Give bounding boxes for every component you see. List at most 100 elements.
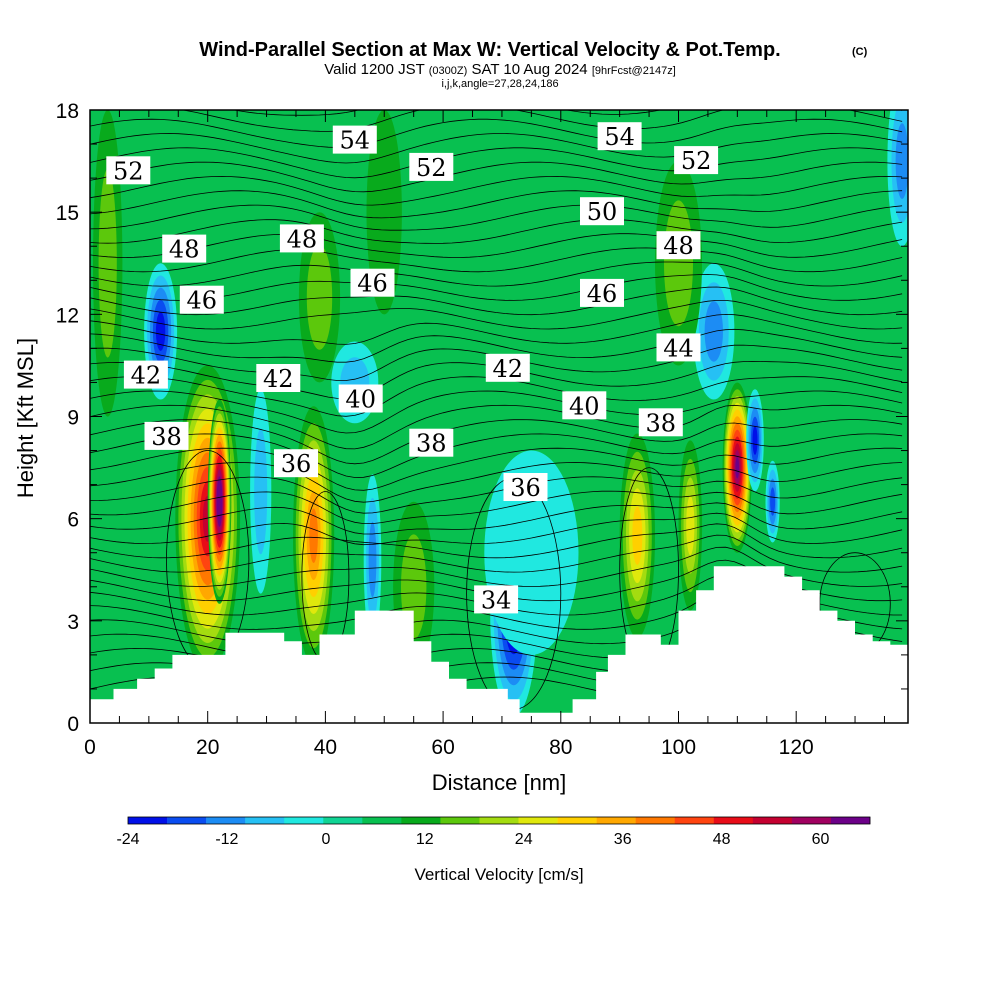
colorbar-swatch [167, 817, 207, 824]
theta-contour-line [90, 261, 903, 287]
colorbar-tick-label: 48 [713, 831, 731, 848]
theta-label: 44 [656, 333, 701, 362]
velocity-cell-shell [368, 521, 377, 598]
y-tick-label: 15 [56, 202, 79, 225]
colorbar-swatch [440, 817, 480, 824]
colorbar-tick-label: -24 [116, 831, 139, 848]
theta-label-box [656, 231, 701, 260]
theta-label-text: 46 [587, 280, 618, 308]
chart-title-mark: (C) [852, 46, 868, 58]
colorbar-frame [127, 816, 871, 825]
theta-label: 52 [409, 152, 454, 182]
colorbar-tick-label: -12 [215, 831, 238, 848]
theta-label-text: 44 [663, 334, 694, 362]
theta-contour-line [90, 147, 903, 179]
theta-label: 46 [179, 285, 224, 315]
theta-label-box [638, 408, 683, 437]
x-axis-ticks: 0 20 40 60 80 100 120 [84, 736, 814, 759]
theta-contour-line [90, 118, 903, 148]
theta-label: 52 [106, 156, 151, 185]
y-tick-label: 0 [67, 713, 79, 736]
theta-label: 42 [123, 360, 168, 390]
colorbar-swatch [362, 817, 402, 824]
theta-label: 54 [597, 122, 642, 151]
theta-label: 36 [503, 473, 548, 502]
velocity-cell [298, 212, 341, 383]
colorbar-swatch [791, 817, 832, 824]
velocity-cell-shell [686, 495, 695, 556]
theta-contour-line [90, 523, 903, 559]
theta-label-text: 40 [345, 386, 376, 414]
velocity-cell [93, 110, 123, 417]
theta-label-box [656, 333, 701, 362]
theta-contour-line [90, 313, 903, 345]
theta-contour-line [90, 233, 903, 258]
theta-label-text: 42 [131, 362, 162, 390]
colorbar-swatch [206, 817, 246, 824]
colorbar-tick-label: 12 [416, 831, 434, 848]
y-tick-label: 9 [67, 407, 79, 430]
theta-contour-line [90, 274, 903, 301]
colorbar [127, 816, 871, 825]
theta-label-box [106, 156, 151, 185]
theta-contour-line [90, 300, 903, 330]
theta-label-box [179, 285, 224, 314]
velocity-cell-shell [218, 490, 221, 513]
x-tick-label: 100 [661, 736, 696, 759]
theta-label: 36 [274, 449, 318, 478]
colorbar-swatch [245, 817, 285, 824]
theta-contour-line [90, 534, 903, 573]
theta-label-box [562, 391, 607, 420]
theta-label-box [409, 428, 454, 457]
colorbar-swatch [830, 817, 871, 824]
theta-label: 46 [350, 268, 395, 298]
theta-label-box [474, 585, 519, 614]
velocity-cell [765, 460, 780, 543]
theta-label: 38 [638, 408, 683, 437]
velocity-cell-shell [98, 168, 117, 358]
x-axis-label: Distance [nm] [432, 770, 567, 795]
velocity-cell-shell [770, 487, 776, 516]
theta-contour-line [90, 502, 903, 535]
theta-label: 38 [144, 421, 189, 451]
velocity-cell [363, 474, 382, 645]
velocity-cell-shell [309, 508, 318, 563]
colorbar-swatch [401, 817, 441, 824]
subtitle-date: SAT 10 Aug 2024 [471, 61, 587, 78]
theta-contour-line [90, 161, 903, 193]
chart-title: Wind-Parallel Section at Max W: Vertical… [199, 39, 780, 61]
theta-label-text: 38 [151, 423, 182, 451]
theta-contour-line [90, 133, 903, 164]
x-tick-label: 20 [196, 736, 219, 759]
theta-label: 50 [580, 197, 624, 226]
subtitle-utc: (0300Z) [429, 65, 468, 77]
theta-label-text: 42 [263, 365, 294, 393]
y-tick-label: 6 [67, 509, 79, 532]
y-tick-label: 3 [67, 611, 79, 634]
theta-contour-line [90, 190, 903, 219]
colorbar-swatch [752, 817, 793, 824]
theta-label-box [144, 421, 189, 450]
theta-label-text: 54 [604, 123, 635, 151]
theta-label: 42 [256, 364, 301, 393]
theta-contour-line [90, 447, 903, 491]
theta-label-text: 48 [287, 225, 318, 253]
colorbar-tick-label: 0 [321, 831, 330, 848]
theta-label-text: 46 [187, 287, 218, 315]
theta-label: 38 [409, 428, 454, 458]
theta-contour-line [90, 512, 903, 546]
theta-contour-line [90, 219, 903, 244]
theta-label-text: 40 [569, 392, 600, 420]
theta-label-box [350, 268, 395, 297]
theta-label-text: 50 [587, 198, 618, 226]
theta-label-text: 48 [169, 236, 200, 264]
x-tick-label: 40 [314, 736, 337, 759]
velocity-cell-shell [254, 428, 268, 555]
plot-area: 52 54 52 54 52 48 48 50 48 46 46 46 44 42 42 40 42 40 38 38… [89, 109, 909, 724]
velocity-cell-shell [306, 244, 333, 350]
y-axis-ticks: 0 3 6 9 12 15 18 [56, 100, 79, 736]
colorbar-ticks: -24 -12 0 12 24 36 48 60 [116, 831, 829, 848]
velocity-cell-shell [735, 456, 740, 479]
y-tick-label: 18 [56, 100, 79, 123]
